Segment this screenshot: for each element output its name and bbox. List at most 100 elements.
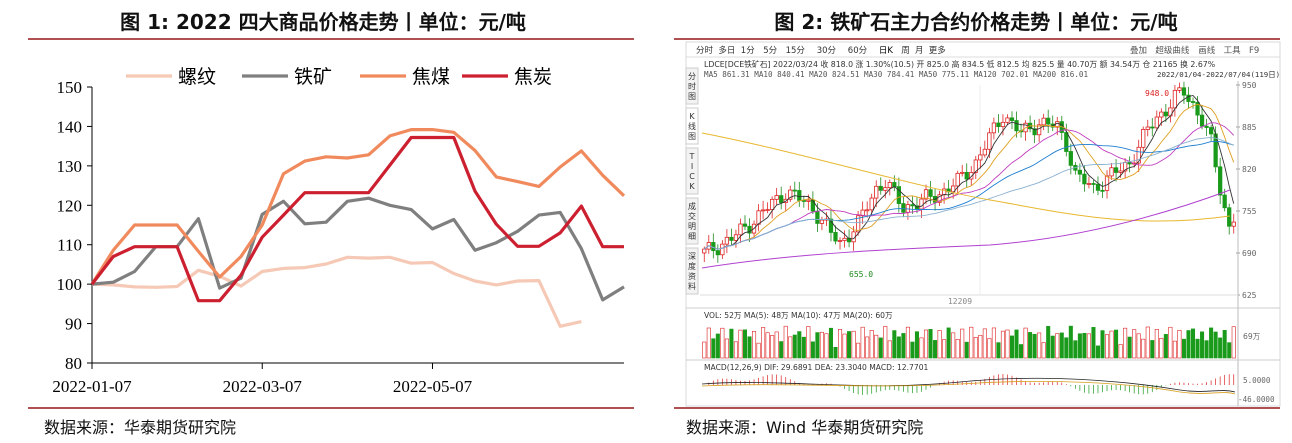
vol-bar — [729, 328, 734, 359]
vol-bar — [987, 338, 992, 359]
price-tick-label: 885 — [1242, 123, 1257, 132]
vol-bar — [756, 342, 761, 359]
side-tab-char: K — [689, 182, 695, 191]
candle-body — [1136, 146, 1141, 164]
side-tab-box — [685, 247, 699, 295]
series-line-3 — [90, 128, 626, 285]
toolbar-item: 1分 — [741, 46, 755, 56]
candle — [733, 229, 739, 248]
vol-bar — [702, 341, 707, 359]
candle-body — [779, 195, 784, 204]
candle-body — [1222, 194, 1227, 209]
vol-bar — [1014, 329, 1019, 359]
vol-bar — [1028, 332, 1033, 359]
toolbar-right-item: 工具 — [1224, 46, 1242, 56]
candle-body — [1163, 111, 1168, 117]
vol-bar — [1100, 330, 1105, 359]
x-tick-label: 2022-05-07 — [393, 377, 473, 396]
vol-bar — [1222, 330, 1227, 359]
ma-line-5 — [704, 94, 1235, 250]
candle — [937, 190, 942, 206]
vol-bar — [733, 341, 738, 359]
vol-bar — [1050, 335, 1055, 359]
vol-bar — [874, 334, 879, 359]
candle — [1199, 106, 1205, 130]
y-tick-label: 110 — [57, 236, 82, 255]
candle-body — [833, 232, 838, 242]
candle-body — [720, 243, 725, 256]
candle-body — [910, 204, 915, 207]
vol-bar — [905, 326, 910, 359]
candle — [1208, 124, 1214, 141]
vol-bar — [991, 327, 996, 359]
candle-body — [1046, 117, 1051, 125]
vol-bar — [1154, 329, 1159, 359]
side-tab-char: 细 — [688, 231, 696, 241]
candle-body — [1204, 125, 1209, 128]
vol-bar — [919, 337, 924, 359]
vol-bar — [720, 327, 725, 359]
vol-bar — [788, 336, 793, 359]
vol-bar — [1064, 337, 1069, 359]
candle — [982, 140, 987, 158]
vol-bar — [1200, 331, 1205, 359]
vol-bar — [1082, 332, 1087, 359]
legend-label-3: 焦煤 — [412, 66, 450, 88]
vol-bar — [1127, 336, 1132, 359]
vol-bar — [779, 341, 784, 359]
candle-body — [1032, 128, 1037, 136]
vol-bar — [842, 333, 847, 359]
candle-body — [837, 240, 843, 242]
candle-body — [1127, 162, 1132, 165]
candle — [774, 187, 779, 206]
candle — [1231, 213, 1236, 234]
vol-bar — [706, 327, 711, 359]
y-tick-label: 130 — [57, 157, 83, 176]
vol-bar — [1005, 329, 1010, 359]
candle — [837, 237, 843, 250]
candle-body — [1141, 129, 1146, 148]
candle — [720, 240, 725, 259]
candle — [978, 146, 983, 169]
candle — [896, 177, 901, 213]
candle-body — [1227, 207, 1232, 227]
candle-body — [923, 189, 929, 200]
candle-body — [1104, 175, 1110, 191]
price-tick-label: 755 — [1242, 207, 1257, 216]
candle-body — [756, 210, 761, 225]
candle-body — [996, 122, 1001, 128]
vol-bar — [923, 329, 929, 359]
candle — [923, 184, 929, 205]
candle-body — [1095, 183, 1101, 191]
candle-body — [978, 154, 983, 161]
candle-body — [1231, 221, 1236, 227]
ma-line-120 — [701, 132, 1231, 222]
candle-body — [937, 194, 942, 203]
vol-bar — [711, 338, 716, 359]
price-tick-label: 950 — [1242, 81, 1257, 90]
candle-body — [1159, 111, 1164, 118]
vol-bar — [973, 337, 978, 359]
vol-label: VOL: 52万 MA(5): 48万 MA(10): 47万 MA(20): … — [704, 311, 893, 320]
side-tab-char: C — [689, 172, 695, 181]
candle — [747, 218, 752, 243]
candle — [1181, 81, 1187, 104]
side-tab-box — [685, 107, 699, 145]
candle-body — [973, 159, 978, 173]
vol-bar — [1123, 327, 1128, 359]
vol-bar — [715, 333, 720, 359]
vol-bar — [1150, 340, 1155, 359]
vol-bar — [878, 337, 883, 359]
vol-bar — [1186, 330, 1191, 359]
vol-axis-label: 69万 — [1243, 332, 1261, 341]
side-tab-box — [685, 147, 699, 195]
vol-bar — [856, 342, 861, 359]
candle-body — [1077, 169, 1082, 175]
vol-bar — [969, 326, 974, 359]
x-date-label: 12209 — [948, 297, 972, 306]
candle — [729, 228, 734, 246]
candle-body — [1208, 127, 1214, 135]
y-tick-label: 90 — [65, 315, 82, 334]
side-tab-char: 深 — [688, 252, 696, 261]
